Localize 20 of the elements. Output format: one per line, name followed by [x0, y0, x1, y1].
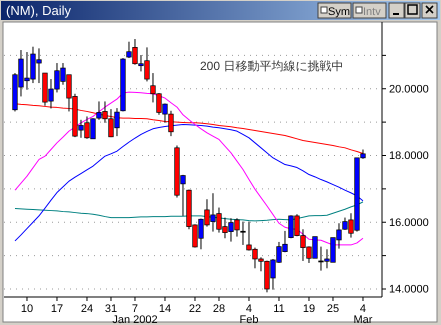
y-tick-label: 18.0000: [389, 150, 429, 162]
annotation: 200 日移動平均線に挑戦中: [200, 59, 344, 73]
y-tick-label: 14.0000: [389, 284, 429, 296]
x-tick-label: 19: [302, 303, 316, 315]
chart-title: (NM), Daily: [6, 3, 72, 18]
y-tick-label: 16.0000: [389, 216, 429, 229]
x-tick-label: 4 Mar: [354, 303, 373, 325]
x-tick-label: 14: [158, 303, 172, 315]
symbol-button: Sym: [318, 2, 352, 18]
x-tick-label: 10: [20, 303, 34, 315]
x-tick-label: 17: [50, 303, 64, 315]
x-tick-label: 31: [104, 303, 118, 315]
interval-button: Intv: [352, 2, 386, 18]
x-tick-label: 22: [188, 303, 202, 315]
x-tick-label: 25: [326, 303, 340, 315]
x-tick-label: 28: [212, 303, 226, 315]
y-tick-label: 20.0000: [389, 83, 429, 96]
x-tick-label: 24: [80, 303, 94, 315]
x-tick-label: 11: [273, 303, 285, 315]
x-tick-label: 4 Feb: [239, 303, 258, 325]
